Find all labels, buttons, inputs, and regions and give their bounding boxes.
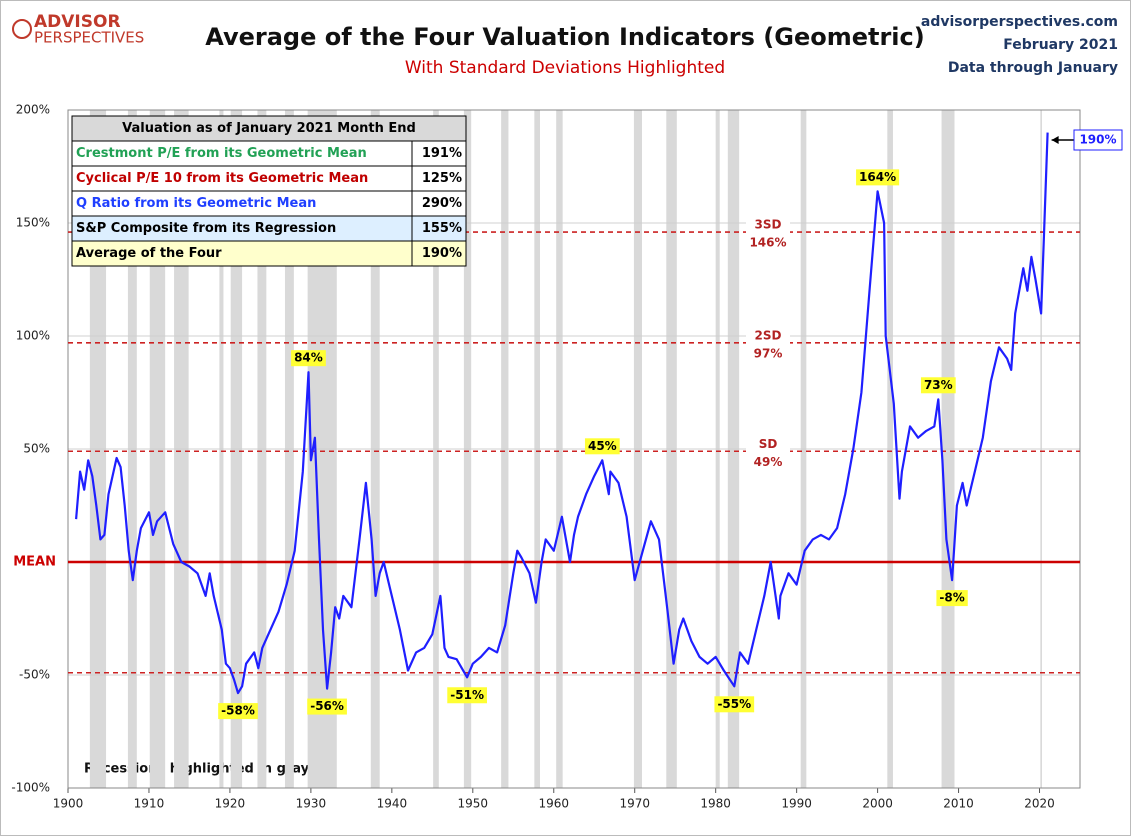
- table-header: Valuation as of January 2021 Month End: [122, 121, 416, 136]
- x-tick-label: 2020: [1024, 797, 1055, 811]
- chart-title: Average of the Four Valuation Indicators…: [205, 23, 924, 51]
- x-tick-label: 1900: [53, 797, 84, 811]
- table-cell: [411, 190, 467, 217]
- data-through: Data through January: [948, 60, 1118, 76]
- table-cell: [71, 190, 413, 217]
- peak-label-bg: [291, 350, 326, 367]
- y-tick-label: 100%: [16, 329, 50, 343]
- peak-label-bg: [936, 590, 968, 607]
- peak-label: -55%: [717, 697, 751, 711]
- x-tick-label: 1930: [296, 797, 327, 811]
- sd-label-bg: [746, 437, 790, 474]
- callout-label: 190%: [1079, 133, 1116, 147]
- peak-label-bg: [584, 438, 620, 455]
- y-tick-label: -100%: [11, 781, 50, 795]
- mean-label: MEAN: [13, 555, 56, 570]
- peak-label: -8%: [939, 591, 964, 605]
- table-cell: [411, 240, 467, 267]
- sd-name: SD: [759, 437, 778, 451]
- brand-top: ADVISOR: [34, 12, 121, 32]
- peak-label: 84%: [294, 351, 323, 365]
- callout-arrowhead: [1051, 136, 1059, 144]
- table-cell: [71, 240, 413, 267]
- x-tick-label: 1970: [619, 797, 650, 811]
- sd-label: 146%: [749, 236, 786, 250]
- x-tick-label: 1920: [215, 797, 246, 811]
- table-cell: [71, 165, 413, 192]
- brand-bottom: PERSPECTIVES: [34, 29, 144, 47]
- table-header-bg: [71, 115, 467, 142]
- table-cell: [411, 140, 467, 167]
- peak-label-bg: [447, 687, 487, 704]
- table-row-name: Q Ratio from its Geometric Mean: [76, 196, 316, 211]
- x-tick-label: 2000: [862, 797, 893, 811]
- sd-label: 97%: [754, 346, 783, 360]
- table-row-value: 125%: [422, 171, 462, 186]
- table-row-value: 191%: [422, 146, 462, 161]
- logo-icon: [12, 19, 32, 39]
- peak-label: -56%: [310, 699, 344, 713]
- table-row-name: S&P Composite from its Regression: [76, 221, 336, 236]
- table-row-value: 155%: [422, 221, 462, 236]
- peak-label-bg: [714, 696, 755, 713]
- sd-label-bg: [746, 218, 790, 255]
- x-tick-label: 1990: [781, 797, 812, 811]
- peak-label-bg: [856, 169, 900, 186]
- peak-label-bg: [307, 698, 347, 715]
- table-row-name: Cyclical P/E 10 from its Geometric Mean: [76, 171, 368, 186]
- y-tick-label: 150%: [16, 216, 50, 230]
- x-tick-label: 1940: [377, 797, 408, 811]
- table-cell: [411, 215, 467, 242]
- source: advisorperspectives.com: [921, 14, 1118, 30]
- x-tick-label: 1910: [134, 797, 165, 811]
- callout-box: [1073, 129, 1123, 151]
- x-tick-label: 2010: [943, 797, 974, 811]
- x-tick-label: 1950: [458, 797, 489, 811]
- peak-label-bg: [920, 377, 956, 394]
- y-tick-label: -50%: [19, 668, 50, 682]
- y-tick-label: 50%: [23, 442, 50, 456]
- peak-label: -58%: [221, 704, 255, 718]
- peak-label: 164%: [859, 170, 896, 184]
- table-row-name: Average of the Four: [76, 246, 222, 261]
- recession-note: Recessions highlighted in gray: [84, 762, 310, 777]
- table-row-name: Crestmont P/E from its Geometric Mean: [76, 146, 367, 161]
- data-line: [75, 132, 1049, 695]
- sd-label: 49%: [754, 455, 783, 469]
- peak-label: -51%: [450, 688, 484, 702]
- sd-name: 2SD: [755, 328, 782, 342]
- y-tick-label: 200%: [16, 103, 50, 117]
- table-cell: [411, 165, 467, 192]
- table-row-value: 290%: [422, 196, 462, 211]
- plot-border: [67, 109, 1081, 789]
- chart-subtitle: With Standard Deviations Highlighted: [405, 58, 725, 78]
- x-tick-label: 1960: [538, 797, 569, 811]
- peak-label: 73%: [924, 378, 953, 392]
- date: February 2021: [1003, 37, 1118, 53]
- peak-label-bg: [218, 703, 258, 720]
- peak-label: 45%: [588, 439, 617, 453]
- sd-name: 3SD: [755, 218, 782, 232]
- table-row-value: 190%: [422, 246, 462, 261]
- sd-label-bg: [746, 328, 790, 365]
- x-tick-label: 1980: [700, 797, 731, 811]
